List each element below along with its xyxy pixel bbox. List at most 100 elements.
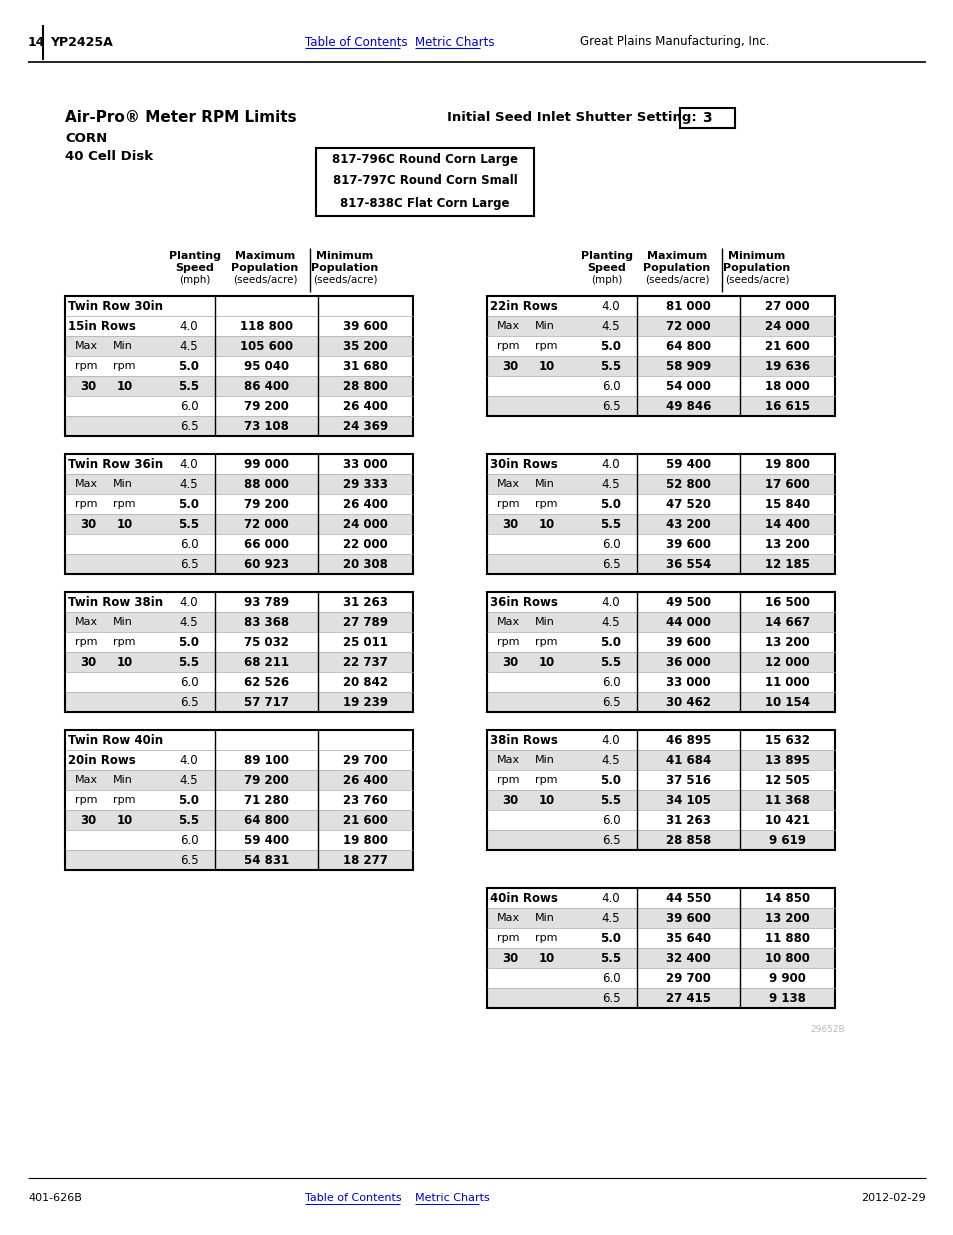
Text: 4.0: 4.0 [601, 595, 619, 609]
Text: 5.5: 5.5 [599, 656, 621, 668]
Bar [65, 790, 413, 810]
Text: rpm: rpm [112, 361, 135, 370]
Text: 71 280: 71 280 [244, 794, 289, 806]
Bar [486, 592, 834, 713]
Text: 35 640: 35 640 [665, 931, 710, 945]
Text: 27 415: 27 415 [665, 992, 710, 1004]
Text: 30in Rows: 30in Rows [490, 457, 558, 471]
Text: 24 000: 24 000 [764, 320, 809, 332]
Text: 4.5: 4.5 [601, 478, 619, 490]
Text: 6.5: 6.5 [179, 695, 198, 709]
Bar [65, 730, 413, 869]
Text: 30: 30 [501, 656, 517, 668]
Text: 28 800: 28 800 [343, 379, 388, 393]
Bar [65, 769, 413, 790]
Bar [486, 652, 834, 672]
Text: 79 200: 79 200 [244, 773, 289, 787]
Text: 62 526: 62 526 [244, 676, 289, 688]
Text: 6.5: 6.5 [601, 557, 619, 571]
Text: 30: 30 [80, 379, 96, 393]
Text: 13 200: 13 200 [764, 911, 809, 925]
Text: 5.0: 5.0 [599, 636, 620, 648]
Text: 26 400: 26 400 [343, 498, 388, 510]
Bar [65, 592, 413, 613]
Bar [65, 336, 413, 356]
Bar [486, 356, 834, 375]
Text: Max: Max [497, 618, 519, 627]
Text: Minimum: Minimum [727, 251, 785, 261]
Text: 5.0: 5.0 [599, 773, 620, 787]
Text: 6.0: 6.0 [601, 972, 619, 984]
Text: 5.5: 5.5 [599, 517, 621, 531]
Text: 401-626B: 401-626B [28, 1193, 82, 1203]
Text: 30: 30 [80, 656, 96, 668]
Text: rpm: rpm [535, 932, 557, 944]
Text: 6.5: 6.5 [601, 834, 619, 846]
Text: 88 000: 88 000 [244, 478, 289, 490]
Text: 10: 10 [117, 656, 133, 668]
Bar [486, 692, 834, 713]
Text: 43 200: 43 200 [665, 517, 710, 531]
Text: 31 263: 31 263 [343, 595, 388, 609]
Text: 5.5: 5.5 [178, 379, 199, 393]
Text: Table of Contents: Table of Contents [305, 36, 407, 48]
Text: 3: 3 [701, 111, 711, 125]
Text: 30 462: 30 462 [665, 695, 710, 709]
Bar [65, 454, 413, 474]
Text: 89 100: 89 100 [244, 753, 289, 767]
Bar [65, 850, 413, 869]
Text: 6.5: 6.5 [179, 557, 198, 571]
Text: 54 831: 54 831 [244, 853, 289, 867]
Text: 9 619: 9 619 [768, 834, 805, 846]
Text: 10: 10 [538, 359, 555, 373]
Text: 4.5: 4.5 [601, 753, 619, 767]
Text: 36 000: 36 000 [665, 656, 710, 668]
Text: YP2425A: YP2425A [50, 36, 112, 48]
Bar [486, 888, 834, 1008]
Text: Max: Max [497, 755, 519, 764]
Text: 33 000: 33 000 [665, 676, 710, 688]
Text: Max: Max [75, 341, 98, 351]
Bar [486, 810, 834, 830]
Text: 79 200: 79 200 [244, 498, 289, 510]
Text: 4.0: 4.0 [601, 300, 619, 312]
Bar [486, 730, 834, 850]
Bar [65, 454, 413, 574]
Bar [65, 296, 413, 436]
Text: 11 880: 11 880 [764, 931, 809, 945]
Text: 14 667: 14 667 [764, 615, 809, 629]
Text: 59 400: 59 400 [665, 457, 710, 471]
Bar [486, 336, 834, 356]
Bar [65, 356, 413, 375]
Bar [486, 375, 834, 396]
Text: Max: Max [497, 321, 519, 331]
Text: 5.5: 5.5 [178, 656, 199, 668]
Bar [65, 396, 413, 416]
Text: 93 789: 93 789 [244, 595, 289, 609]
Text: 52 800: 52 800 [665, 478, 710, 490]
Bar [486, 769, 834, 790]
Text: 29652B: 29652B [809, 1025, 843, 1035]
Bar [65, 534, 413, 555]
Text: 40in Rows: 40in Rows [490, 892, 558, 904]
Text: 31 263: 31 263 [665, 814, 710, 826]
Text: Min: Min [112, 479, 132, 489]
Text: 10: 10 [538, 951, 555, 965]
Text: 20 842: 20 842 [343, 676, 388, 688]
Text: 33 000: 33 000 [343, 457, 388, 471]
Text: 16 500: 16 500 [764, 595, 809, 609]
Text: rpm: rpm [497, 932, 519, 944]
Text: 75 032: 75 032 [244, 636, 289, 648]
Text: Speed: Speed [587, 263, 626, 273]
Text: Planting: Planting [169, 251, 221, 261]
Bar [486, 750, 834, 769]
Bar [65, 555, 413, 574]
Text: 20in Rows: 20in Rows [68, 753, 135, 767]
Text: 5.0: 5.0 [178, 794, 199, 806]
Text: 15 840: 15 840 [764, 498, 809, 510]
Bar [315, 148, 534, 216]
Text: 38in Rows: 38in Rows [490, 734, 558, 746]
Text: rpm: rpm [112, 795, 135, 805]
Text: 83 368: 83 368 [244, 615, 289, 629]
Text: rpm: rpm [535, 637, 557, 647]
